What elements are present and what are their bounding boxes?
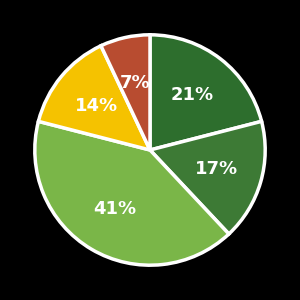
Wedge shape — [38, 46, 150, 150]
Text: 21%: 21% — [171, 86, 214, 104]
Wedge shape — [150, 122, 265, 234]
Text: 41%: 41% — [93, 200, 136, 218]
Text: 7%: 7% — [120, 74, 150, 92]
Wedge shape — [101, 35, 150, 150]
Wedge shape — [35, 122, 229, 265]
Wedge shape — [150, 35, 262, 150]
Text: 14%: 14% — [75, 97, 118, 115]
Text: 17%: 17% — [195, 160, 238, 178]
